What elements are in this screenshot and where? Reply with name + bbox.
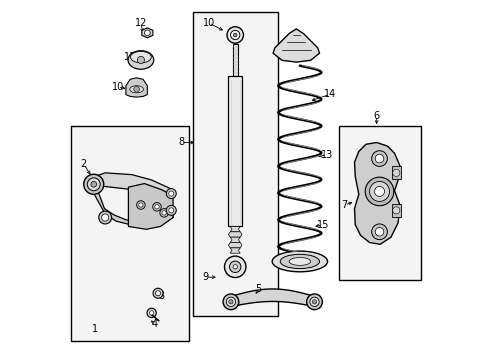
- Text: 10: 10: [202, 18, 214, 28]
- Polygon shape: [230, 237, 240, 243]
- Text: 8: 8: [178, 138, 184, 148]
- Circle shape: [153, 288, 163, 298]
- Bar: [228, 76, 242, 226]
- Circle shape: [134, 86, 139, 92]
- Circle shape: [162, 211, 166, 215]
- Polygon shape: [93, 177, 173, 226]
- Bar: [391, 166, 400, 179]
- Circle shape: [137, 57, 144, 64]
- Circle shape: [155, 204, 159, 209]
- Circle shape: [224, 256, 245, 278]
- Circle shape: [223, 294, 238, 310]
- Ellipse shape: [130, 51, 151, 63]
- Bar: [391, 204, 400, 217]
- Circle shape: [228, 300, 233, 304]
- Ellipse shape: [288, 257, 310, 265]
- Circle shape: [374, 228, 383, 236]
- Circle shape: [166, 205, 176, 215]
- Polygon shape: [354, 143, 399, 244]
- Circle shape: [155, 291, 160, 296]
- Circle shape: [139, 203, 143, 207]
- Circle shape: [233, 265, 237, 269]
- Circle shape: [99, 211, 111, 224]
- Text: 3: 3: [158, 291, 164, 301]
- Circle shape: [102, 214, 108, 221]
- Text: 9: 9: [202, 272, 208, 282]
- Circle shape: [374, 186, 384, 197]
- Circle shape: [83, 174, 103, 194]
- Text: 10: 10: [111, 82, 123, 92]
- Text: 11: 11: [124, 52, 136, 62]
- Circle shape: [168, 191, 173, 196]
- Circle shape: [226, 297, 235, 306]
- Text: 1: 1: [92, 324, 98, 334]
- Circle shape: [160, 208, 168, 217]
- Circle shape: [226, 27, 243, 43]
- Text: 5: 5: [255, 284, 262, 294]
- Circle shape: [168, 208, 173, 213]
- Polygon shape: [228, 243, 242, 248]
- Circle shape: [365, 177, 393, 206]
- Polygon shape: [93, 173, 173, 200]
- Polygon shape: [142, 28, 153, 38]
- Circle shape: [147, 308, 156, 318]
- Circle shape: [369, 181, 389, 202]
- Text: 13: 13: [320, 150, 332, 160]
- Polygon shape: [228, 232, 242, 237]
- Circle shape: [91, 181, 97, 187]
- Circle shape: [306, 294, 322, 310]
- Circle shape: [149, 311, 153, 315]
- Bar: [71, 126, 189, 341]
- Circle shape: [371, 151, 386, 166]
- Circle shape: [136, 201, 145, 209]
- Ellipse shape: [128, 51, 153, 69]
- Bar: [192, 12, 278, 316]
- Circle shape: [166, 189, 176, 199]
- Text: 2: 2: [81, 159, 87, 169]
- Polygon shape: [128, 184, 173, 229]
- Text: 15: 15: [316, 220, 328, 230]
- Circle shape: [374, 154, 383, 163]
- Circle shape: [229, 261, 241, 273]
- Polygon shape: [125, 78, 147, 97]
- Polygon shape: [230, 226, 240, 232]
- Ellipse shape: [280, 254, 319, 269]
- Circle shape: [152, 203, 161, 211]
- Circle shape: [392, 207, 399, 214]
- Circle shape: [371, 224, 386, 240]
- Text: 4: 4: [151, 319, 157, 329]
- Bar: [339, 126, 421, 280]
- Circle shape: [392, 169, 399, 176]
- Circle shape: [228, 265, 241, 278]
- Polygon shape: [229, 289, 315, 307]
- Text: 14: 14: [324, 89, 336, 99]
- Bar: [232, 44, 237, 76]
- Circle shape: [233, 33, 237, 37]
- Polygon shape: [272, 29, 319, 62]
- Polygon shape: [230, 248, 240, 253]
- Circle shape: [144, 30, 150, 36]
- Circle shape: [87, 178, 100, 191]
- Text: 7: 7: [341, 200, 347, 210]
- Text: 12: 12: [134, 18, 147, 28]
- Text: 6: 6: [373, 111, 379, 121]
- Circle shape: [312, 300, 316, 304]
- Circle shape: [309, 297, 319, 306]
- Ellipse shape: [130, 86, 143, 93]
- Circle shape: [230, 30, 240, 40]
- Ellipse shape: [272, 251, 327, 272]
